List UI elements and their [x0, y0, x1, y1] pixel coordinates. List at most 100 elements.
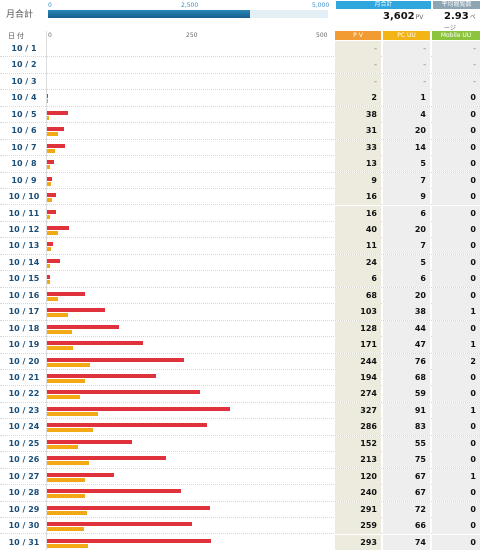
pc-uu-value: 7 [383, 238, 430, 255]
pc-uu-bar [47, 411, 98, 416]
mobile-uu-value: 0 [432, 254, 480, 271]
pv-value: 171 [335, 337, 381, 354]
table-row: 10 / 6 31 20 0 [0, 123, 480, 140]
row-date: 10 / 28 [8, 488, 40, 498]
pc-uu-bar [47, 494, 85, 499]
pv-bar [47, 258, 61, 263]
pc-uu-value: 55 [383, 435, 430, 452]
mobile-uu-column-header: Mobile UU [432, 31, 480, 40]
pc-uu-value: 14 [383, 139, 430, 156]
pc-uu-bar [47, 148, 55, 153]
mobile-uu-value: 0 [432, 287, 480, 304]
table-row: 10 / 23 327 91 1 [0, 402, 480, 420]
table-row: 10 / 25 152 55 0 [0, 435, 480, 453]
pc-uu-value: 5 [383, 254, 430, 271]
pc-uu-bar [47, 280, 51, 285]
scale-tick-2: 5,000 [312, 2, 330, 9]
row-date: 10 / 24 [8, 422, 40, 432]
row-date: 10 / 26 [8, 455, 40, 465]
pc-uu-bar [47, 263, 50, 268]
monthly-total-bar [48, 10, 250, 18]
row-date: 10 / 21 [8, 373, 40, 382]
pc-uu-bar [47, 214, 51, 219]
pc-uu-value: 7 [383, 172, 430, 189]
mobile-uu-value: 1 [432, 468, 480, 485]
mobile-uu-value: 0 [432, 123, 480, 140]
pv-value: 40 [335, 221, 381, 238]
table-row: 10 / 18 128 44 0 [0, 320, 480, 338]
pc-uu-bar [47, 198, 53, 203]
pc-uu-value: 83 [383, 419, 430, 436]
pv-value: 103 [335, 304, 381, 321]
row-date: 10 / 5 [11, 109, 37, 119]
mobile-uu-value: 0 [432, 271, 480, 288]
table-row: 10 / 5 38 4 0 [0, 106, 480, 124]
mobile-uu-value: 0 [432, 139, 480, 156]
pc-uu-value: 74 [383, 534, 430, 550]
pv-bar [47, 143, 66, 148]
pc-uu-value: 6 [383, 205, 430, 222]
pc-uu-bar [47, 362, 90, 367]
date-column-header: 日付 [8, 32, 26, 40]
pv-bar [47, 160, 55, 165]
pv-bar [47, 242, 54, 247]
row-date: 10 / 25 [8, 438, 40, 448]
table-row: 10 / 14 24 5 0 [0, 254, 480, 272]
pv-bar [47, 275, 51, 280]
pc-uu-value: 9 [383, 189, 430, 206]
monthly-total-bar-track [48, 10, 328, 18]
pc-uu-bar [47, 313, 69, 318]
pv-value: 68 [335, 287, 381, 304]
row-date: 10 / 22 [8, 389, 40, 399]
row-date: 10 / 31 [8, 537, 40, 547]
pv-value: 194 [335, 370, 381, 386]
mobile-uu-value: 0 [432, 205, 480, 222]
pv-value: 6 [335, 271, 381, 288]
pv-value: 286 [335, 419, 381, 436]
pc-uu-bar [47, 510, 88, 515]
mobile-uu-value: 0 [432, 172, 480, 189]
table-row: 10 / 22 274 59 0 [0, 386, 480, 403]
pv-value: 259 [335, 518, 381, 535]
row-date: 10 / 6 [11, 126, 37, 136]
row-date: 10 / 20 [8, 356, 40, 366]
pc-uu-bar [47, 165, 50, 170]
pc-uu-value: - [383, 57, 430, 74]
pv-bar [47, 341, 143, 346]
mobile-uu-value: 0 [432, 320, 480, 337]
pv-bar [47, 456, 167, 461]
avg-views-value: 2.93ページ [444, 11, 480, 33]
pv-value: 327 [335, 402, 381, 419]
monthly-pv-box-title: 月合計 [336, 1, 431, 9]
pv-bar [47, 110, 69, 115]
pc-uu-value: 20 [383, 287, 430, 304]
mobile-uu-value: - [432, 73, 480, 90]
mobile-uu-value: 0 [432, 221, 480, 238]
pc-uu-bar [47, 379, 86, 383]
mobile-uu-value: 0 [432, 156, 480, 173]
pc-uu-value: 68 [383, 370, 430, 386]
pc-uu-bar [47, 181, 51, 186]
pc-uu-bar [47, 247, 51, 252]
pv-value: 291 [335, 501, 381, 518]
pc-uu-value: 6 [383, 271, 430, 288]
pc-uu-bar [47, 296, 59, 301]
pv-bar [47, 94, 49, 99]
row-date: 10 / 16 [8, 290, 40, 300]
mobile-uu-value: 1 [432, 402, 480, 419]
pc-uu-bar [47, 230, 59, 235]
pv-bar [47, 423, 208, 428]
monthly-pv-number: 3,602 [383, 11, 415, 22]
pv-bar [47, 176, 53, 181]
pv-value: - [335, 73, 381, 90]
row-date: 10 / 7 [11, 142, 37, 152]
pv-value: 16 [335, 189, 381, 206]
pv-value: 213 [335, 452, 381, 469]
mobile-uu-value: 0 [432, 90, 480, 107]
row-date: 10 / 13 [8, 241, 40, 251]
pv-bar [47, 505, 210, 510]
pv-value: 13 [335, 156, 381, 173]
table-row: 10 / 26 213 75 0 [0, 452, 480, 469]
table-row: 10 / 10 16 9 0 [0, 189, 480, 206]
pv-value: - [335, 41, 381, 57]
